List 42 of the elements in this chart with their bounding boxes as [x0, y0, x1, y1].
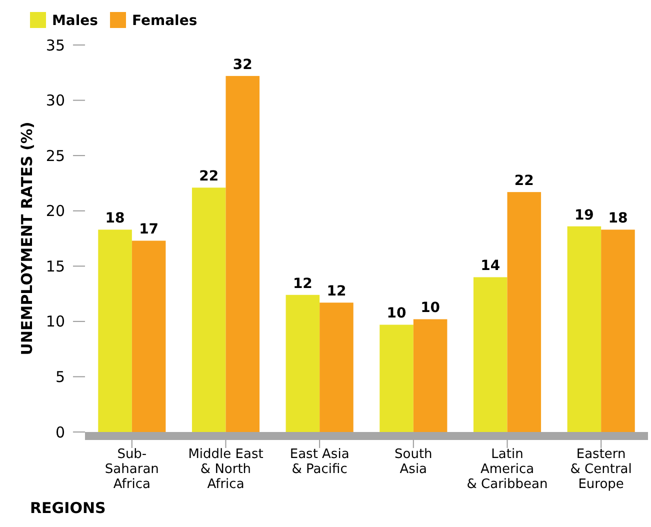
bar [380, 324, 414, 432]
data-label: 17 [139, 222, 159, 238]
data-label: 32 [232, 56, 252, 73]
bar [567, 226, 602, 432]
y-tick-label: 35 [46, 36, 65, 54]
bar [601, 230, 635, 432]
bar [192, 188, 226, 432]
data-label: 12 [326, 284, 346, 300]
bar [413, 319, 448, 432]
y-tick-label: 15 [46, 257, 65, 276]
y-tick-label: 5 [55, 368, 65, 386]
bar [226, 76, 260, 432]
x-tick-label: East Asia & Pacific [290, 447, 350, 477]
bar [320, 302, 354, 432]
data-label: 12 [292, 276, 312, 292]
x-tick-label: South Asia [394, 447, 432, 477]
bar [473, 277, 508, 432]
x-tick-label: Eastern & Central Europe [570, 447, 632, 492]
legend-label: Males [52, 13, 98, 29]
legend-label: Females [132, 13, 198, 29]
bar [98, 230, 132, 432]
data-label: 22 [514, 173, 534, 190]
data-label: 14 [480, 258, 500, 274]
bar [286, 294, 320, 432]
y-tick-label: 0 [55, 423, 65, 442]
data-label: 10 [386, 306, 407, 322]
y-axis-title: UNEMPLOYMENT RATES (%) [18, 122, 36, 356]
bar [507, 192, 542, 432]
x-axis-title: REGIONS [30, 499, 106, 517]
bar [132, 240, 166, 432]
data-label: 10 [420, 300, 440, 316]
data-label: 18 [105, 210, 125, 227]
data-label: 18 [608, 210, 628, 227]
data-label: 19 [574, 207, 594, 224]
y-tick-label: 20 [46, 202, 65, 220]
x-tick-label: Latin America & Caribbean [466, 447, 548, 492]
y-tick-label: 25 [46, 146, 65, 165]
x-tick-label: Middle East & North Africa [188, 447, 264, 492]
y-tick-label: 30 [46, 92, 65, 110]
y-tick-label: 10 [46, 312, 65, 331]
data-label: 22 [199, 168, 219, 185]
x-tick-label: Sub- Saharan Africa [104, 447, 159, 492]
